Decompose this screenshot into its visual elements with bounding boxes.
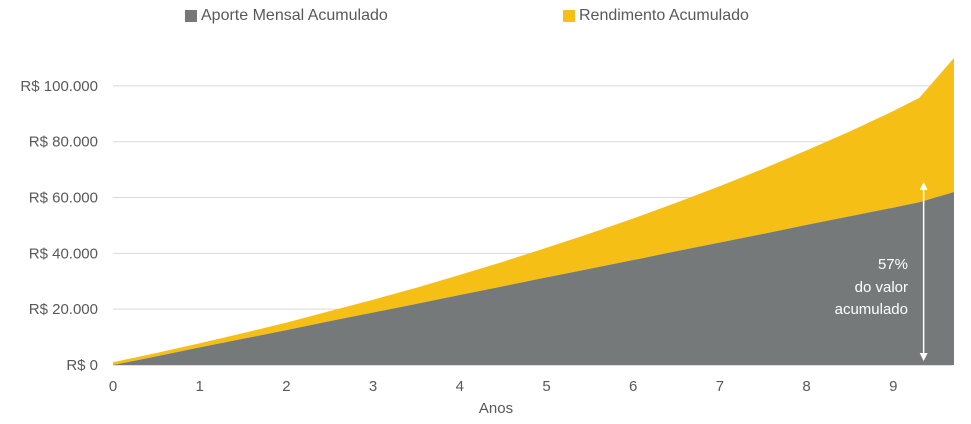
x-tick-label: 5 <box>542 378 550 395</box>
legend-swatch-aporte <box>185 10 197 22</box>
annotation-text-line: 57% <box>878 256 908 273</box>
x-tick-label: 8 <box>802 378 810 395</box>
x-tick-label: 7 <box>716 378 724 395</box>
x-tick-label: 1 <box>196 378 204 395</box>
y-tick-label: R$ 0 <box>66 357 98 374</box>
x-tick-label: 3 <box>369 378 377 395</box>
legend-item-aporte: Aporte Mensal Acumulado <box>185 5 388 27</box>
area-aporte-mensal-acumulado <box>113 191 954 365</box>
legend-label-rendimento: Rendimento Acumulado <box>579 7 749 24</box>
y-tick-label: R$ 60.000 <box>29 190 98 207</box>
x-axis-ticks: 0 1 2 3 4 5 6 7 8 9 <box>109 378 898 395</box>
annotation-arrow-head-up <box>919 182 928 190</box>
area-series <box>113 58 954 365</box>
x-axis-label: Anos <box>479 400 513 417</box>
annotation-text-line: acumulado <box>835 301 908 318</box>
annotation-arrow-head-down <box>919 353 928 361</box>
x-tick-label: 6 <box>629 378 637 395</box>
area-rendimento-acumulado <box>113 58 954 365</box>
percentage-annotation: 57% do valor acumulado <box>835 182 928 361</box>
y-tick-label: R$ 20.000 <box>29 301 98 318</box>
x-tick-label: 4 <box>456 378 464 395</box>
x-tick-label: 0 <box>109 378 117 395</box>
legend-item-rendimento: Rendimento Acumulado <box>563 5 749 27</box>
legend-swatch-rendimento <box>563 10 575 22</box>
x-tick-label: 2 <box>282 378 290 395</box>
y-tick-label: R$ 40.000 <box>29 245 98 262</box>
y-axis-ticks: R$ 0 R$ 20.000 R$ 40.000 R$ 60.000 R$ 80.000… <box>20 78 98 374</box>
x-tick-label: 9 <box>889 378 897 395</box>
y-tick-label: R$ 100.000 <box>20 78 98 95</box>
legend-label-aporte: Aporte Mensal Acumulado <box>201 7 388 24</box>
y-tick-label: R$ 80.000 <box>29 134 98 151</box>
annotation-text-line: do valor <box>855 279 908 296</box>
